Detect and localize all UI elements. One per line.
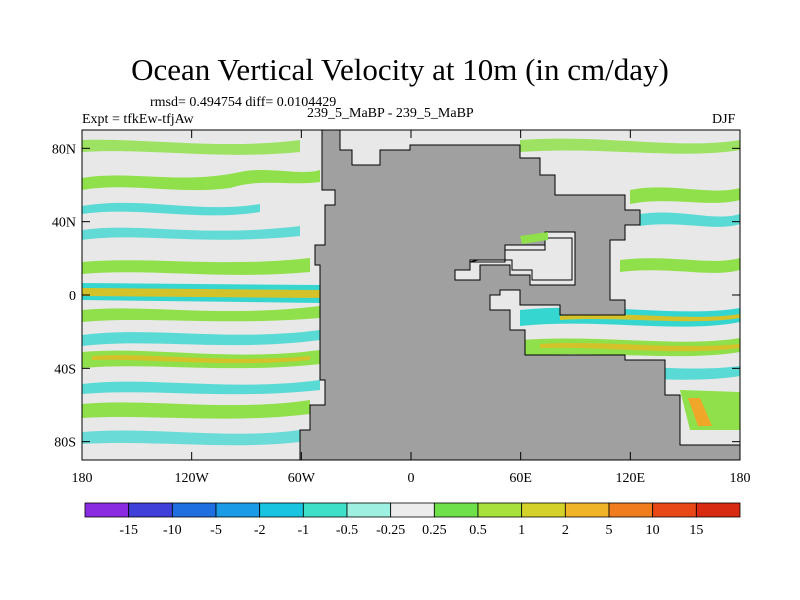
colorbar-swatch — [259, 502, 304, 518]
colorbar-swatch — [171, 502, 217, 518]
colorbar-label: -1 — [297, 523, 309, 538]
y-axis: 80N 40N 0 40S 80S — [52, 142, 740, 451]
colorbar-swatch — [608, 502, 654, 518]
colorbar-swatch — [390, 502, 435, 518]
colorbar-label: 0.5 — [469, 523, 487, 538]
colorbar-swatch — [128, 502, 173, 518]
y-tick-label: 40S — [54, 362, 76, 377]
inland-sea — [469, 237, 573, 281]
land-mass — [299, 130, 740, 460]
x-tick-label: 180 — [72, 471, 93, 486]
colorbar-label: 5 — [606, 523, 613, 538]
x-tick-label: 180 — [730, 471, 751, 486]
colorbar-label: -10 — [163, 523, 182, 538]
colorbar-label: -15 — [119, 523, 138, 538]
colorbar-label: 15 — [689, 523, 703, 538]
colorbar-label: 10 — [646, 523, 660, 538]
colorbar-swatch — [521, 502, 566, 518]
colorbar-swatch — [433, 502, 479, 518]
colorbar-swatch — [302, 502, 348, 518]
colorbar-label: 2 — [562, 523, 569, 538]
y-tick-label: 0 — [69, 289, 76, 304]
rmsd-diff-label: rmsd= 0.494754 diff= 0.0104429 — [150, 95, 337, 110]
x-tick-label: 0 — [408, 471, 415, 486]
coastal-band — [520, 232, 548, 244]
x-tick-label: 120E — [616, 471, 646, 486]
season-label: DJF — [712, 112, 736, 127]
eastern-field — [520, 138, 740, 430]
experiment-label: Expt = tfkEw-tfjAw — [82, 112, 194, 127]
colorbar-label: -5 — [210, 523, 222, 538]
colorbar-label: -0.25 — [376, 523, 405, 538]
colorbar: -15 -10 -5 -2 -1 -0.5 -0.25 0.25 0.5 1 2 5 10 15 — [84, 502, 741, 538]
colorbar-swatch — [346, 502, 392, 518]
colorbar-swatch — [652, 502, 697, 518]
y-tick-label: 40N — [52, 216, 76, 231]
x-tick-label: 60W — [288, 471, 316, 486]
x-axis: 180 120W 60W 0 60E 120E 180 — [72, 130, 751, 486]
colorbar-label: 0.25 — [422, 523, 447, 538]
colorbar-swatch — [695, 502, 741, 518]
pacific-field — [82, 139, 320, 446]
colorbar-swatch — [84, 502, 130, 518]
x-tick-label: 60E — [509, 471, 532, 486]
center-label: 239_5_MaBP - 239_5_MaBP — [307, 106, 474, 121]
colorbar-swatch — [477, 502, 523, 518]
y-tick-label: 80S — [54, 436, 76, 451]
colorbar-swatch — [564, 502, 610, 518]
colorbar-swatch — [215, 502, 261, 518]
colorbar-label: 1 — [518, 523, 525, 538]
colorbar-label: -2 — [254, 523, 266, 538]
x-tick-label: 120W — [175, 471, 210, 486]
y-tick-label: 80N — [52, 142, 76, 157]
chart-title: Ocean Vertical Velocity at 10m (in cm/da… — [131, 52, 669, 87]
colorbar-label: -0.5 — [336, 523, 358, 538]
